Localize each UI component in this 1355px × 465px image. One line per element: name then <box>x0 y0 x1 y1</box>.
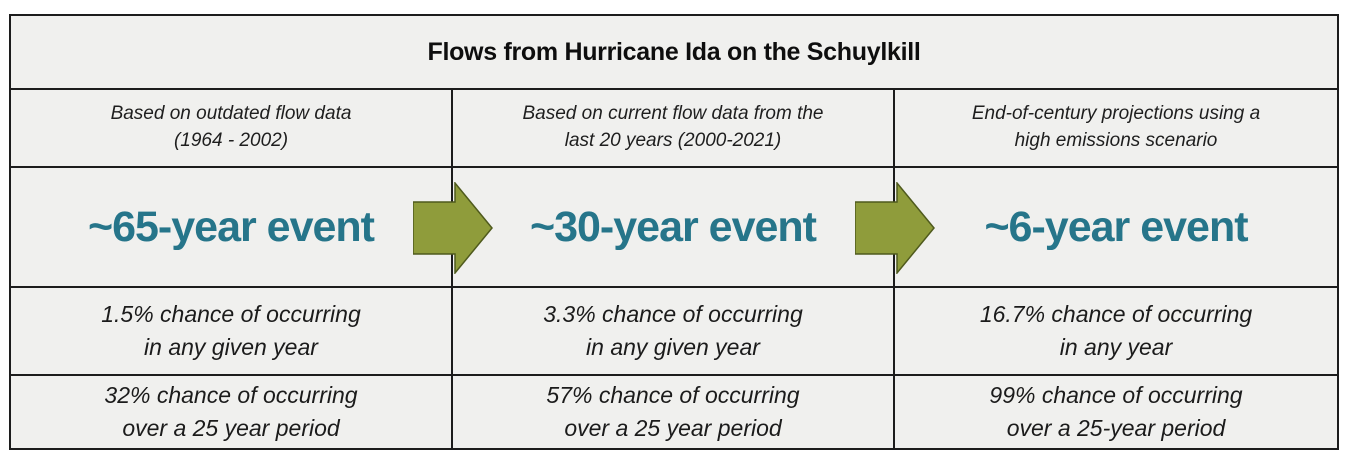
period-chance-line: 57% chance of occurring <box>546 382 800 409</box>
annual-chance-cell: 3.3% chance of occurring in any given ye… <box>453 288 895 376</box>
event-label: ~6-year event <box>984 202 1248 251</box>
annual-chance-line: 1.5% chance of occurring <box>101 301 361 328</box>
period-chance-cell: 32% chance of occurring over a 25 year p… <box>11 376 453 448</box>
scenario-header-line: last 20 years (2000-2021) <box>564 130 782 151</box>
period-chance-line: over a 25 year period <box>564 415 782 441</box>
annual-chance-cell: 16.7% chance of occurring in any year <box>895 288 1337 376</box>
event-cell-outdated: ~65-year event <box>11 168 453 288</box>
event-label: ~65-year event <box>87 202 375 251</box>
period-chance-cell: 57% chance of occurring over a 25 year p… <box>453 376 895 448</box>
table-title-cell: Flows from Hurricane Ida on the Schuylki… <box>11 16 1337 90</box>
scenario-header-line: high emissions scenario <box>1014 130 1218 151</box>
scenario-header-current: Based on current flow data from the last… <box>453 90 895 168</box>
annual-chance-line: in any year <box>1059 334 1173 360</box>
scenario-header-line: Based on current flow data from the <box>522 103 824 125</box>
period-chance-cell: 99% chance of occurring over a 25-year p… <box>895 376 1337 448</box>
flow-comparison-table: Flows from Hurricane Ida on the Schuylki… <box>9 14 1339 450</box>
annual-chance-line: in any given year <box>586 334 760 360</box>
annual-chance-line: 16.7% chance of occurring <box>979 301 1253 328</box>
event-cell-current: ~30-year event <box>453 168 895 288</box>
period-chance-line: over a 25-year period <box>1006 415 1226 441</box>
period-chance-line: 32% chance of occurring <box>104 382 358 409</box>
scenario-header-outdated: Based on outdated flow data (1964 - 2002… <box>11 90 453 168</box>
right-arrow-shape <box>412 182 493 274</box>
right-arrow-icon <box>854 182 935 274</box>
scenario-header-line: Based on outdated flow data <box>110 103 352 125</box>
event-cell-projection: ~6-year event <box>895 168 1337 288</box>
period-chance-line: 99% chance of occurring <box>989 382 1243 409</box>
scenario-header-line: (1964 - 2002) <box>173 130 289 151</box>
right-arrow-shape <box>854 182 935 274</box>
right-arrow-icon <box>412 182 493 274</box>
scenario-header-projection: End-of-century projections using a high … <box>895 90 1337 168</box>
scenario-header-line: End-of-century projections using a <box>971 103 1261 125</box>
annual-chance-line: in any given year <box>144 334 318 360</box>
table-title: Flows from Hurricane Ida on the Schuylki… <box>427 37 921 66</box>
event-label: ~30-year event <box>529 202 817 251</box>
annual-chance-line: 3.3% chance of occurring <box>543 301 803 328</box>
annual-chance-cell: 1.5% chance of occurring in any given ye… <box>11 288 453 376</box>
period-chance-line: over a 25 year period <box>122 415 340 441</box>
